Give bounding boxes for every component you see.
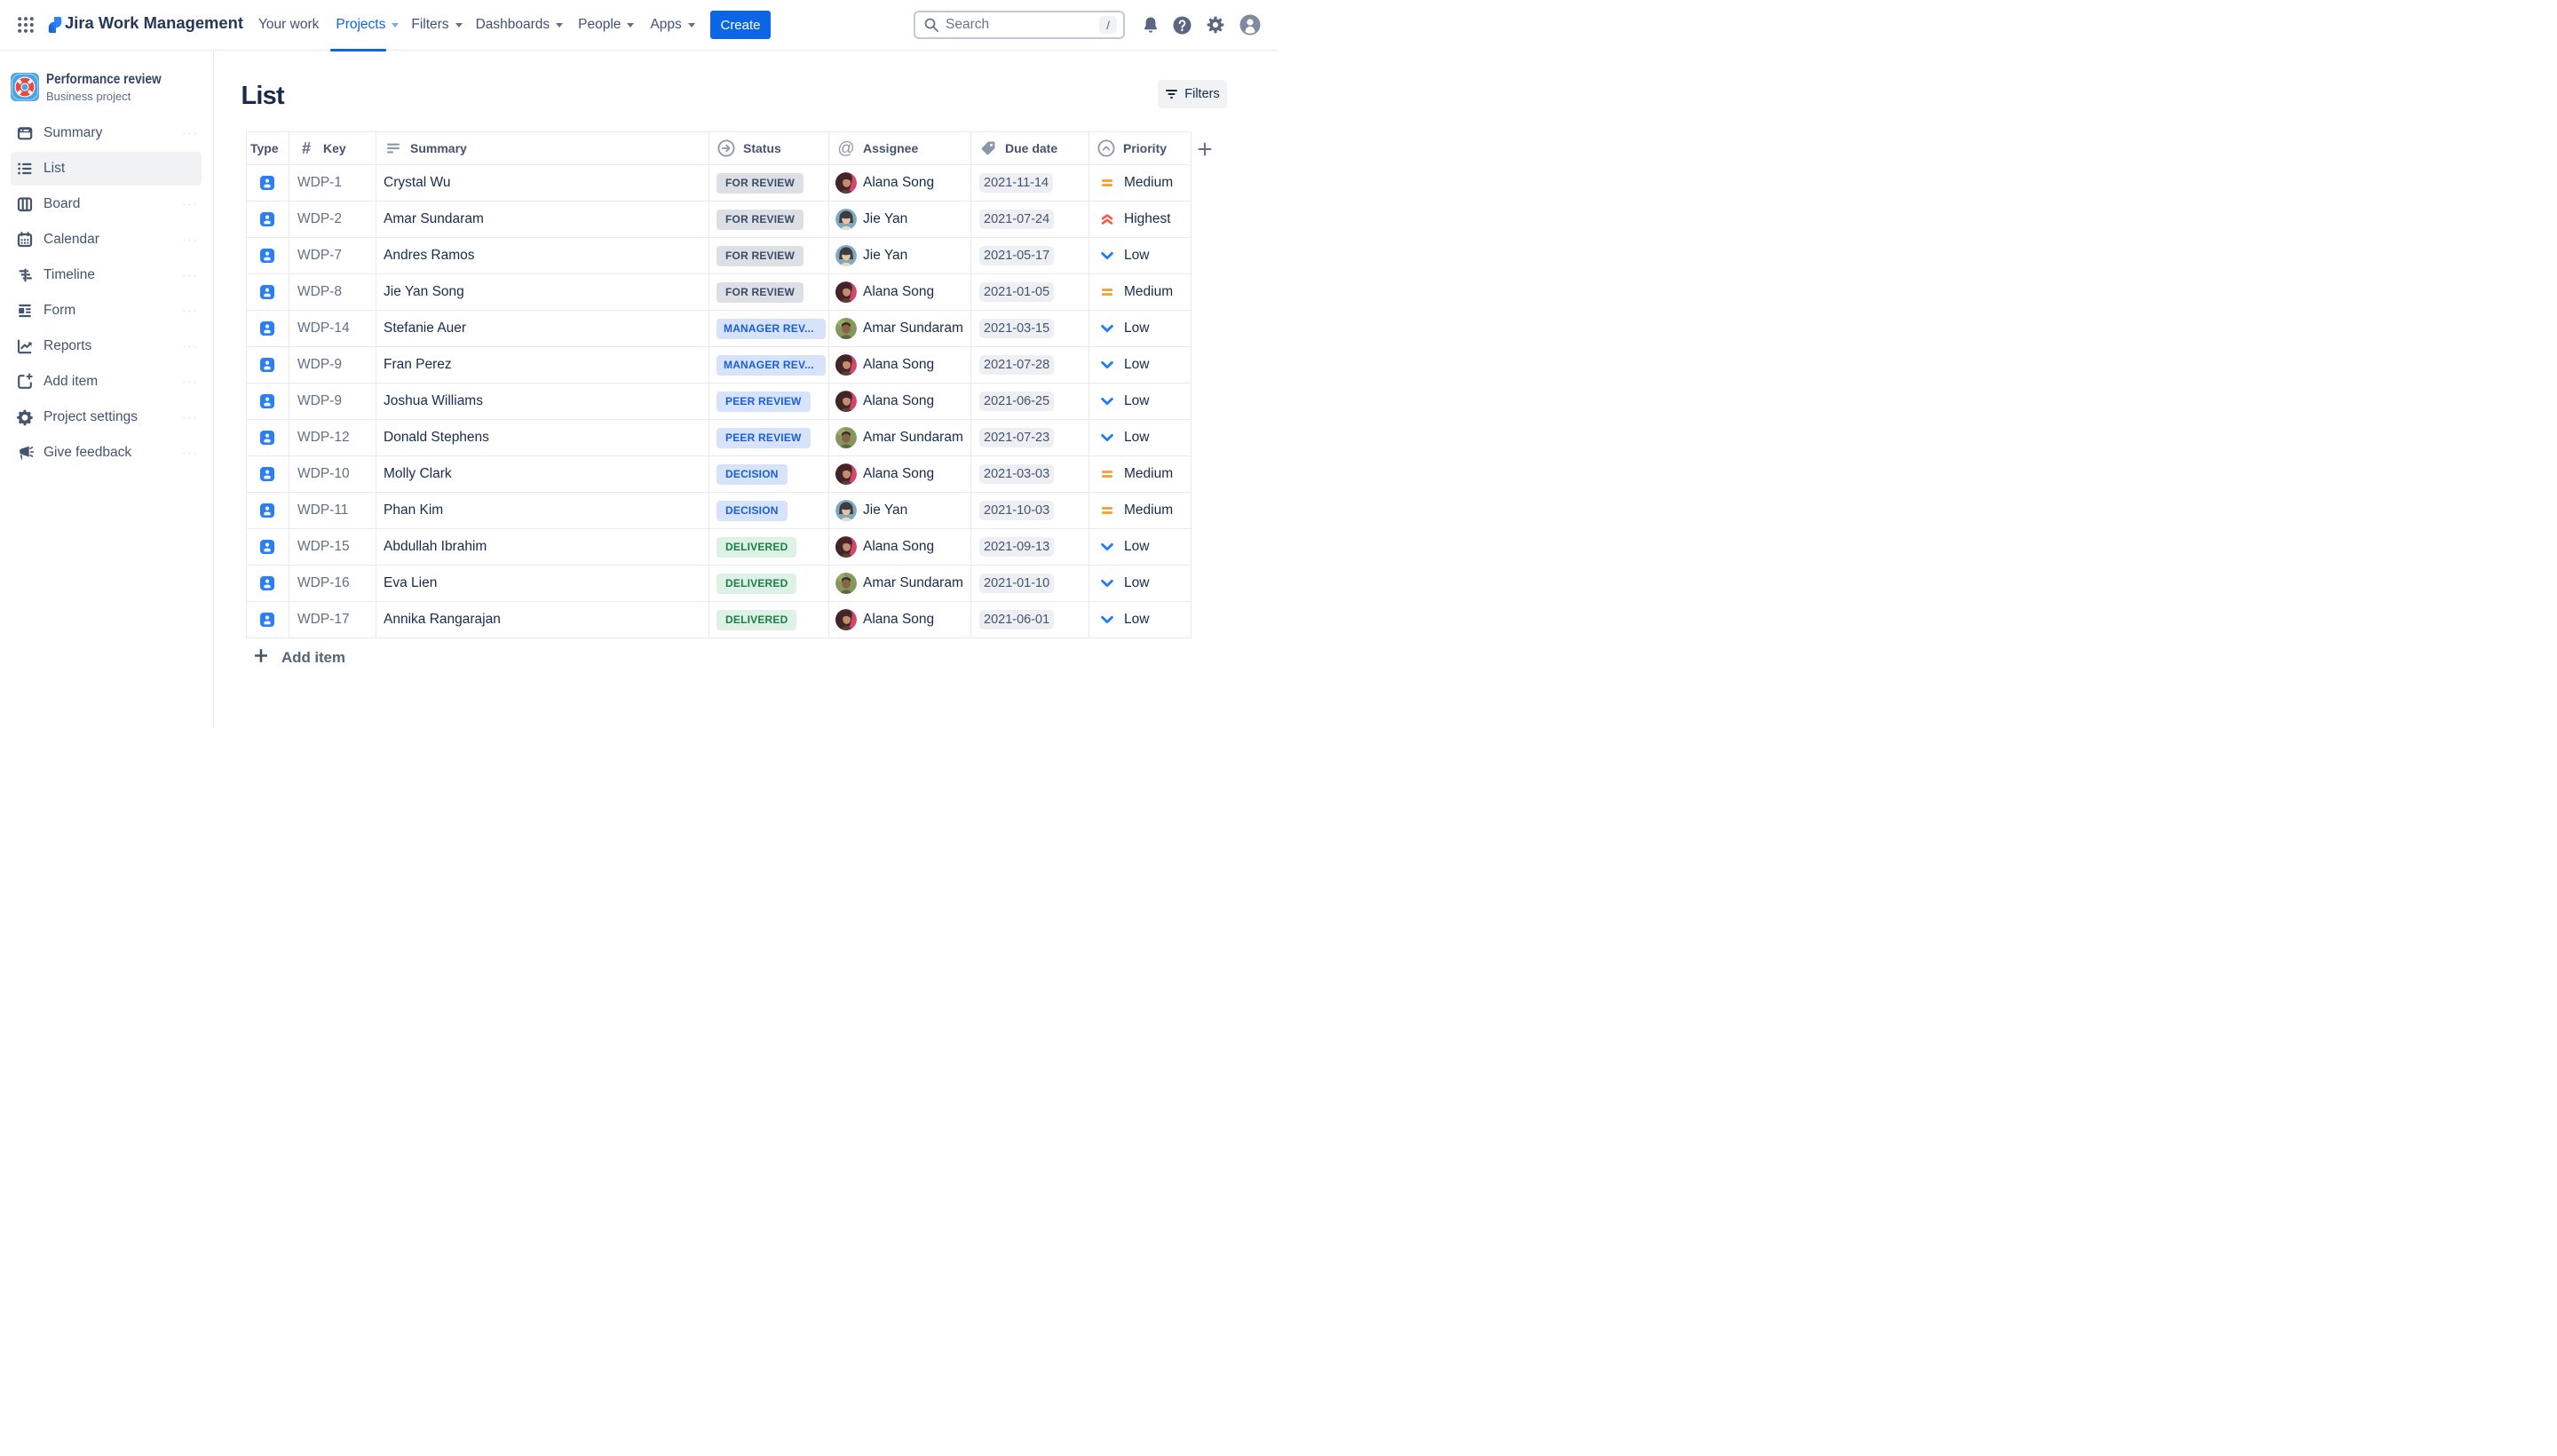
svg-text:@: @ bbox=[837, 139, 854, 157]
svg-text:#: # bbox=[302, 139, 311, 157]
